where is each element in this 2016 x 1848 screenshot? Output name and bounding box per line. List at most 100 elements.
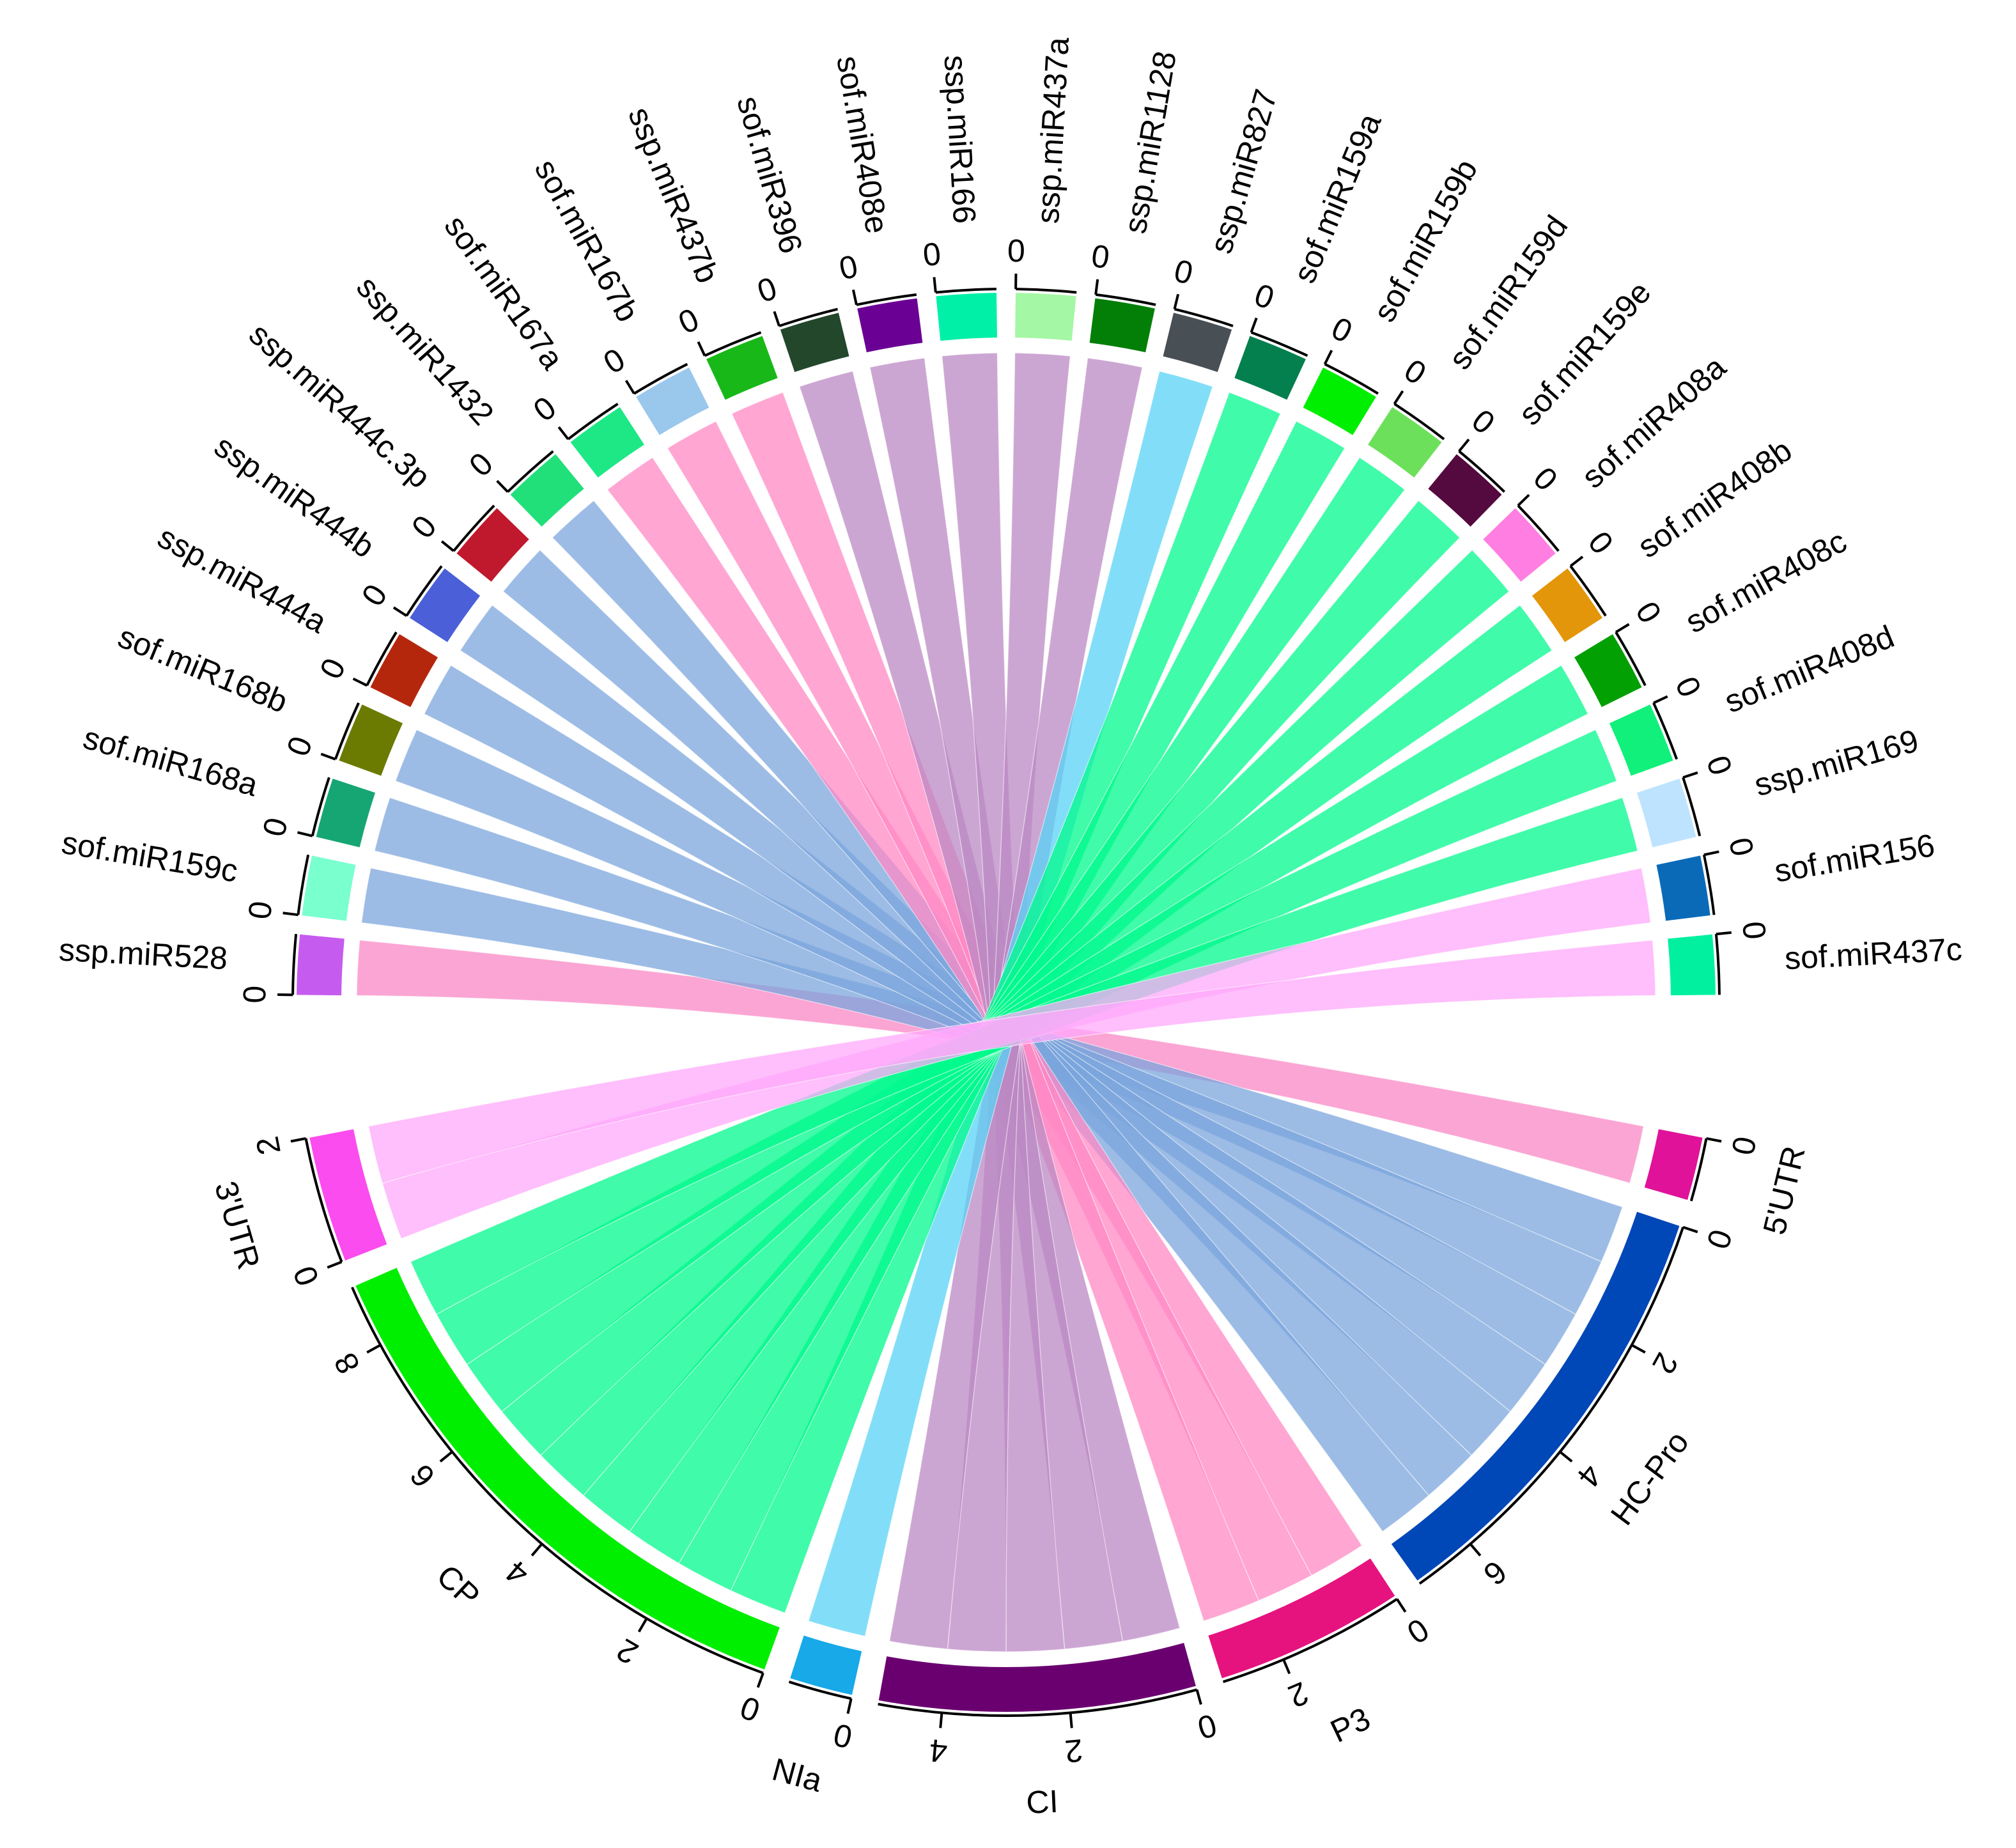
tick-mark xyxy=(297,831,313,837)
tick-label: 0 xyxy=(1735,920,1772,941)
sector-axis xyxy=(297,854,310,915)
source-label: sof.miR408b xyxy=(1631,432,1799,565)
sector xyxy=(355,1268,780,1670)
tick-mark xyxy=(1559,1450,1573,1463)
tick-mark xyxy=(1069,1712,1073,1728)
tick-label: 0 xyxy=(236,985,272,1003)
sector xyxy=(1163,313,1232,373)
tick-label: 0 xyxy=(355,578,394,612)
tick-label: 0 xyxy=(1170,252,1196,291)
sector xyxy=(706,336,778,400)
tick-mark xyxy=(320,752,336,761)
sector xyxy=(456,508,529,582)
source-label: sof.miR168b xyxy=(113,618,293,720)
sector xyxy=(339,704,403,776)
target-label: 3'UTR xyxy=(208,1177,267,1273)
target-label: CP xyxy=(430,1558,487,1614)
tick-label: 0 xyxy=(280,732,320,761)
tick-label: 0 xyxy=(1326,310,1358,350)
sector-axis xyxy=(366,631,398,687)
tick-mark xyxy=(1682,1225,1698,1234)
tick-label: 0 xyxy=(597,341,631,381)
tick-mark xyxy=(1395,1598,1407,1613)
source-label: ssp.miR1432 xyxy=(350,269,500,432)
tick-label: 0 xyxy=(1526,460,1565,498)
sector-axis xyxy=(1174,307,1234,327)
tick-label: 6 xyxy=(403,1457,442,1494)
sector-axis xyxy=(935,288,996,294)
sector-axis xyxy=(1418,1227,1685,1585)
tick-mark xyxy=(1569,555,1584,568)
tick-mark xyxy=(1517,493,1530,507)
tick-mark xyxy=(366,1344,382,1354)
sector-axis xyxy=(453,504,495,552)
sector-axis xyxy=(304,1138,343,1262)
source-label: sof.miR408c xyxy=(1680,523,1852,640)
chord xyxy=(368,940,1656,1184)
sector xyxy=(370,634,438,708)
tick-mark xyxy=(496,479,509,493)
tick-label: 0 xyxy=(830,1716,855,1755)
tick-label: 0 xyxy=(405,509,444,545)
source-label: sof.miR168a xyxy=(79,720,261,804)
tick-label: 0 xyxy=(736,1689,764,1728)
tick-label: 0 xyxy=(1629,596,1668,630)
chord xyxy=(374,797,1602,1315)
sector xyxy=(878,1643,1196,1712)
sector xyxy=(1574,634,1642,708)
tick-mark xyxy=(557,426,570,440)
chord xyxy=(410,797,1638,1315)
sector xyxy=(316,779,376,848)
source-label: ssp.miR437b xyxy=(621,102,726,288)
tick-mark xyxy=(846,1698,853,1714)
sector-axis xyxy=(1393,403,1445,440)
source-label: sof.miR408e xyxy=(830,53,895,236)
tick-label: 0 xyxy=(1007,233,1026,268)
sector xyxy=(780,313,849,373)
tick-label: 0 xyxy=(921,236,942,273)
tick-label: 0 xyxy=(1089,238,1112,276)
tick-mark xyxy=(637,1617,648,1633)
tick-mark xyxy=(392,606,408,617)
sector xyxy=(510,454,584,527)
tick-mark xyxy=(756,1672,764,1688)
target-label: P3 xyxy=(1325,1700,1376,1750)
source-label: ssp.miR437a xyxy=(1030,36,1076,225)
tick-label: 0 xyxy=(753,270,781,309)
tick-label: 0 xyxy=(1465,402,1501,441)
sector xyxy=(1428,454,1502,527)
chord xyxy=(382,867,1652,1239)
tick-mark xyxy=(1282,1659,1291,1675)
sector xyxy=(790,1635,862,1695)
sector-axis xyxy=(1324,362,1379,395)
chord xyxy=(356,940,1645,1184)
source-label: sof.miR437c xyxy=(1784,931,1963,977)
target-label: HC-Pro xyxy=(1604,1425,1696,1532)
sector xyxy=(857,298,923,353)
tick-label: 4 xyxy=(1570,1457,1609,1494)
tick-mark xyxy=(851,289,858,306)
sector-axis xyxy=(1222,1597,1398,1683)
tick-label: 2 xyxy=(1645,1347,1685,1379)
sector-axis xyxy=(291,934,298,995)
tick-mark xyxy=(773,311,780,327)
tick-mark xyxy=(1323,350,1333,365)
sector-axis xyxy=(1702,854,1716,915)
sector xyxy=(1391,1211,1680,1581)
sector xyxy=(1483,508,1556,582)
sector xyxy=(1208,1558,1395,1679)
tick-label: 2 xyxy=(249,1133,288,1158)
tick-mark xyxy=(624,380,635,394)
sector-axis xyxy=(507,450,554,493)
sector-axis xyxy=(704,331,762,357)
sector xyxy=(1656,855,1710,921)
tick-mark xyxy=(1653,695,1668,704)
sector-axis xyxy=(1016,288,1077,294)
sector xyxy=(1015,293,1076,341)
target-label: NIa xyxy=(768,1751,826,1799)
source-label: ssp.miR827 xyxy=(1203,85,1284,257)
tick-label: 0 xyxy=(527,389,562,428)
tick-label: 8 xyxy=(327,1347,367,1379)
tick-label: 2 xyxy=(610,1631,644,1671)
